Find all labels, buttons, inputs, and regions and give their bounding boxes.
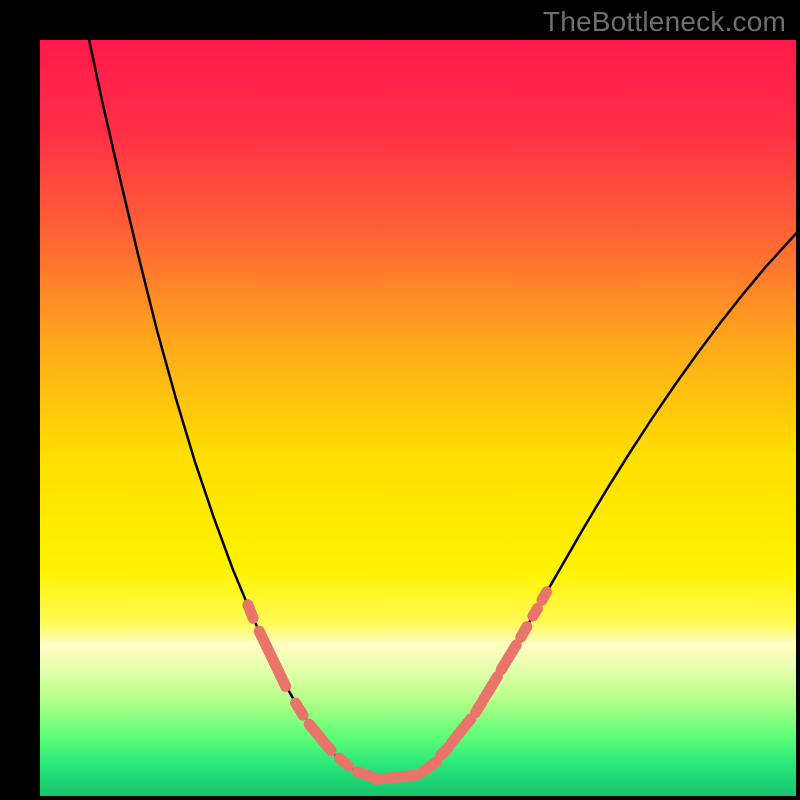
marker-segment [521, 627, 527, 638]
bottleneck-chart [40, 40, 796, 796]
marker-segment [441, 748, 449, 756]
marker-segment [248, 605, 253, 619]
marker-segment [358, 772, 373, 777]
marker-segment [533, 609, 538, 617]
marker-segment [296, 703, 304, 715]
marker-segment [339, 758, 348, 766]
chart-background [40, 40, 796, 796]
marker-segment [542, 592, 547, 600]
marker-segment [376, 775, 418, 780]
watermark-label: TheBottleneck.com [543, 6, 786, 38]
chart-root: TheBottleneck.com [0, 0, 800, 800]
